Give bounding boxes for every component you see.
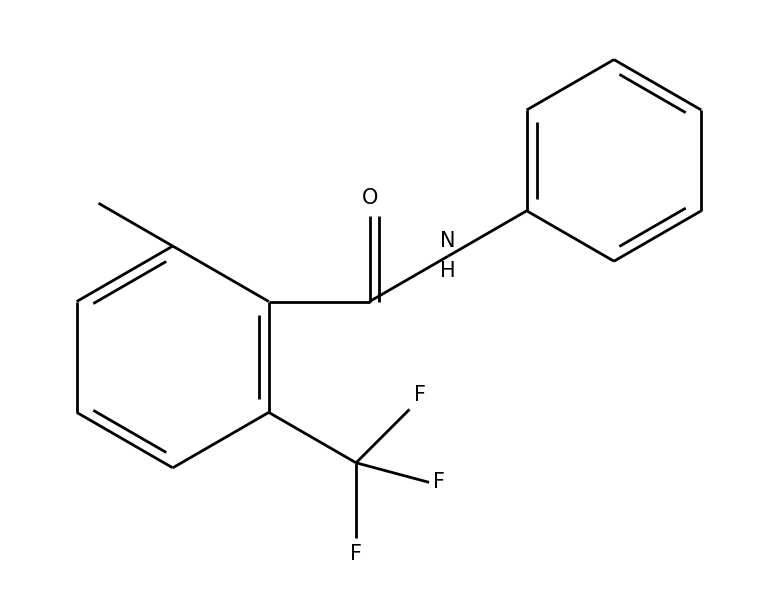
Text: H: H [440, 261, 456, 281]
Text: O: O [361, 188, 378, 208]
Text: F: F [350, 544, 362, 565]
Text: F: F [414, 385, 426, 405]
Text: N: N [440, 231, 456, 251]
Text: F: F [433, 472, 445, 492]
